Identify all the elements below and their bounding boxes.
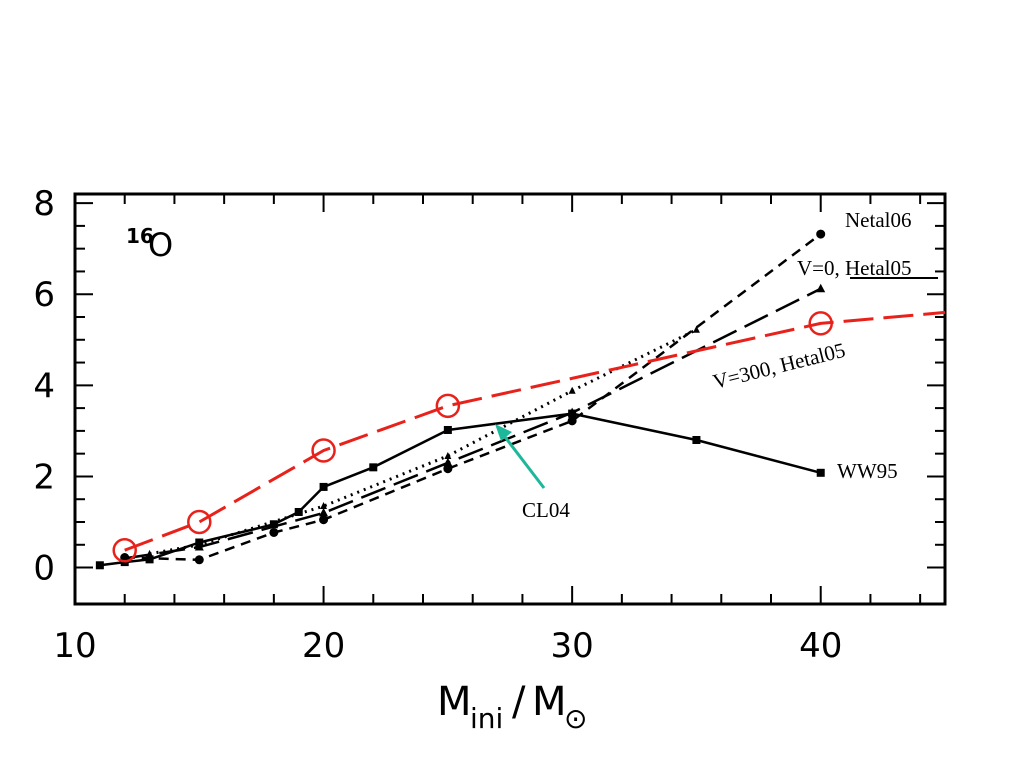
point-ww95: [195, 538, 204, 547]
y-tick-label: 4: [33, 366, 55, 406]
point-netal06: [567, 416, 577, 426]
point-ww95: [443, 425, 452, 434]
annotation-v300-hetal05: V=300, Hetal05: [710, 338, 847, 394]
point-cl04: [320, 502, 328, 510]
series-line-v-0-hetal05: [124, 287, 822, 560]
point-ww95: [369, 463, 378, 472]
y-tick-label: 6: [33, 275, 55, 315]
point-v-300-hetal05: [435, 393, 461, 419]
point-ww95: [816, 468, 825, 477]
point-v-300-hetal05: [808, 311, 833, 336]
point-cl04: [444, 451, 452, 459]
annotation-netal06: Netal06: [845, 208, 911, 232]
point-ww95: [692, 436, 701, 444]
point-ww95: [269, 520, 278, 529]
x-tick-label: 20: [302, 626, 345, 666]
x-tick-label: 40: [799, 626, 842, 666]
point-v-300-hetal05: [112, 537, 137, 563]
point-v-0-hetal05: [443, 457, 453, 467]
svg-text:⊙: ⊙: [564, 702, 587, 735]
point-ww95: [294, 507, 303, 516]
isotope-mass-label: 16: [126, 224, 154, 248]
point-ww95: [568, 409, 577, 418]
axis-ticks: [74, 194, 945, 604]
y-tick-label: 8: [33, 184, 55, 224]
plot-frame: [73, 192, 947, 606]
point-v-0-hetal05: [816, 283, 826, 293]
svg-text:/: /: [512, 679, 526, 725]
point-v-0-hetal05: [319, 507, 329, 517]
point-v-300-hetal05: [311, 438, 336, 463]
point-netal06: [443, 464, 453, 474]
series-line-ww95: [99, 412, 822, 567]
point-cl04: [692, 325, 700, 333]
isotope-symbol-label: O: [148, 226, 173, 264]
point-ww95: [319, 482, 328, 491]
point-netal06: [319, 515, 329, 525]
point-cl04: [568, 386, 576, 394]
point-ww95: [95, 561, 104, 570]
annotation-v0-hetal05: V=0, Hetal05: [797, 256, 912, 280]
svg-text:ini: ini: [470, 702, 503, 735]
x-axis-label: M ini / M ⊙: [437, 679, 587, 735]
x-tick-label: 10: [53, 626, 96, 666]
x-tick-label: 30: [551, 626, 594, 666]
point-v-300-hetal05: [187, 509, 212, 535]
series-line-netal06: [124, 233, 822, 562]
y-tick-label: 0: [33, 549, 55, 589]
point-netal06: [194, 555, 204, 565]
point-ww95: [145, 555, 154, 564]
point-netal06: [816, 229, 826, 239]
point-netal06: [269, 527, 279, 537]
annotation-ww95: WW95: [837, 459, 898, 483]
cl04-arrow: [495, 424, 546, 489]
tick-labels: 10 20 30 40 0 2 4 6 8: [33, 184, 842, 666]
y-tick-label: 2: [33, 457, 55, 497]
series-layer: [95, 229, 946, 570]
annotation-cl04: CL04: [522, 498, 570, 522]
svg-text:M: M: [437, 679, 472, 725]
svg-text:M: M: [532, 679, 567, 725]
series-line-v-300-hetal05: [124, 310, 946, 552]
